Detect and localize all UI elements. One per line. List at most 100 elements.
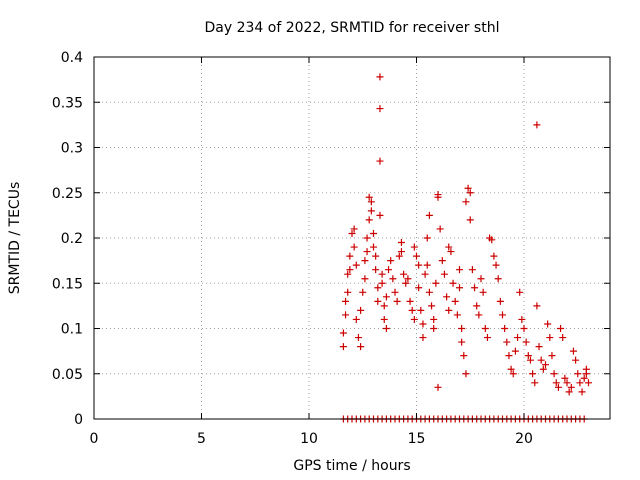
- data-point: [481, 325, 489, 332]
- data-point: [501, 325, 509, 332]
- data-point: [585, 379, 592, 387]
- data-point: [376, 105, 384, 113]
- data-point: [357, 343, 365, 351]
- data-point: [544, 320, 552, 328]
- data-point: [526, 356, 534, 364]
- data-point: [430, 325, 438, 332]
- data-point: [346, 266, 354, 274]
- data-point: [542, 361, 549, 369]
- data-point: [344, 270, 352, 278]
- data-point: [376, 157, 384, 165]
- data-point: [460, 352, 468, 360]
- data-point: [413, 252, 420, 260]
- data-point: [456, 266, 463, 274]
- data-point: [464, 184, 472, 192]
- data-point: [438, 257, 446, 265]
- data-point: [359, 288, 367, 296]
- data-point: [552, 379, 560, 387]
- y-axis-label: SRMTID / TECUs: [7, 182, 23, 295]
- data-point: [350, 225, 358, 233]
- data-point: [578, 388, 586, 396]
- data-point: [565, 388, 573, 396]
- data-point: [363, 248, 371, 256]
- data-point: [404, 275, 412, 283]
- data-point: [490, 252, 498, 260]
- data-point: [350, 243, 358, 251]
- data-point: [537, 356, 545, 364]
- data-point: [518, 315, 526, 323]
- data-point: [567, 383, 575, 391]
- data-point: [357, 306, 365, 314]
- data-point: [400, 270, 408, 278]
- data-point: [533, 121, 541, 129]
- data-point: [417, 306, 425, 314]
- data-point: [468, 266, 476, 274]
- data-point: [488, 236, 496, 244]
- data-point: [496, 297, 504, 305]
- axis-ticks: [93, 56, 610, 420]
- tick-labels: 0 5 10 15 20 0 0.05 0.1 0.15 0.2 0.25 0.3 0.35 0.4: [52, 50, 533, 447]
- data-point: [440, 270, 448, 278]
- data-point: [342, 311, 350, 319]
- data-point: [451, 297, 459, 305]
- data-point: [434, 193, 442, 201]
- data-point: [574, 370, 582, 378]
- data-point: [367, 198, 375, 206]
- data-point: [348, 229, 356, 237]
- x-tick-label: 15: [408, 431, 426, 447]
- data-point: [458, 338, 466, 346]
- data-point: [554, 383, 562, 391]
- data-point: [483, 334, 491, 342]
- data-point: [582, 370, 590, 378]
- data-point: [447, 248, 455, 256]
- x-tick-label: 20: [515, 431, 533, 447]
- data-point: [466, 189, 474, 197]
- data-point: [546, 334, 554, 342]
- data-point: [415, 284, 423, 292]
- data-point: [449, 279, 457, 287]
- data-point: [499, 311, 506, 319]
- data-point: [367, 207, 375, 215]
- data-point: [511, 347, 519, 355]
- y-tick-label: 0.2: [61, 231, 83, 247]
- data-point: [363, 234, 371, 242]
- data-point: [352, 261, 360, 269]
- data-point: [569, 347, 577, 355]
- data-point: [505, 352, 513, 360]
- data-point: [445, 306, 453, 314]
- data-point: [507, 365, 515, 373]
- y-tick-label: 0.15: [52, 276, 83, 292]
- plot-frame: [93, 56, 611, 420]
- data-point: [445, 243, 453, 251]
- data-point: [462, 370, 470, 378]
- data-point: [580, 374, 588, 382]
- data-point: [339, 329, 347, 337]
- data-point: [466, 216, 474, 224]
- data-point: [419, 320, 427, 328]
- data-point: [361, 275, 369, 283]
- data-point: [561, 374, 569, 382]
- data-point: [456, 284, 463, 292]
- data-point: [563, 379, 571, 387]
- data-point: [471, 284, 479, 292]
- data-point: [550, 370, 558, 378]
- data-point: [475, 311, 483, 319]
- data-point: [389, 275, 397, 283]
- data-point: [522, 338, 530, 346]
- data-point: [352, 315, 360, 323]
- data-point: [370, 229, 377, 237]
- data-point: [372, 266, 380, 274]
- data-point: [376, 73, 384, 81]
- data-point: [402, 279, 410, 287]
- data-point: [385, 266, 393, 274]
- x-tick-label: 5: [197, 431, 206, 447]
- data-point: [533, 302, 541, 310]
- data-point: [432, 279, 440, 287]
- data-point: [473, 302, 481, 310]
- data-point: [370, 243, 377, 251]
- data-point: [531, 379, 539, 387]
- data-point: [535, 343, 543, 351]
- data-point: [436, 225, 444, 233]
- data-point: [548, 352, 556, 360]
- data-points: [339, 73, 592, 423]
